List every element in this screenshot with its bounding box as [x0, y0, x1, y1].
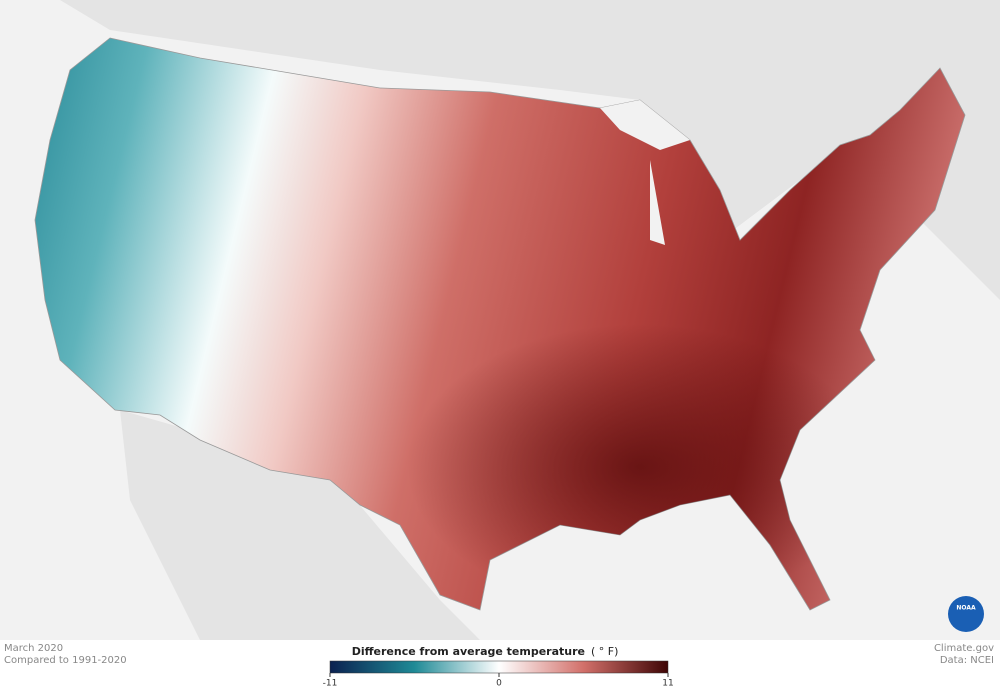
canada: [60, 0, 1000, 300]
noaa-logo: [948, 596, 984, 632]
great-lakes: [600, 100, 690, 245]
logo-text: NOAA: [956, 605, 976, 612]
us-anomaly-map: [34, 37, 966, 611]
baseline: Compared to 1991-2020: [4, 655, 127, 666]
site: Climate.gov: [934, 643, 994, 654]
hot-overlay: [35, 38, 965, 610]
tick-label: -11: [323, 679, 338, 689]
tick-label: 0: [496, 679, 502, 689]
legend-title: Difference from average temperature: [352, 645, 585, 658]
source: Data: NCEI: [940, 655, 994, 666]
colorbar-ticks: -11 0 11: [323, 673, 674, 689]
colorbar: [329, 660, 669, 674]
tick-label: 11: [662, 679, 673, 689]
mexico: [120, 410, 480, 640]
legend-unit: ( ° F): [591, 645, 618, 658]
period: March 2020: [4, 643, 63, 654]
